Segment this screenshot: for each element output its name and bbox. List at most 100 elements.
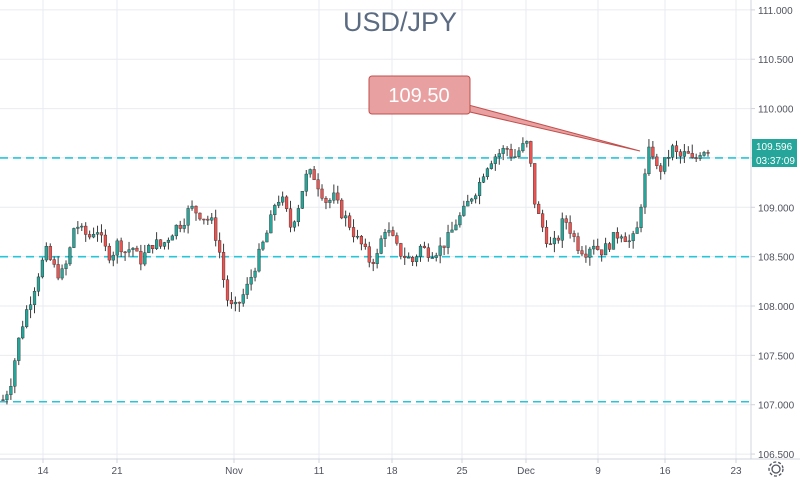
candle-body	[269, 214, 273, 234]
candle-body	[533, 163, 537, 205]
candle-body	[245, 283, 249, 295]
candle-body	[292, 221, 297, 228]
candle-body	[202, 218, 206, 221]
y-tick-label: 108.500	[758, 253, 795, 264]
candle-body	[44, 246, 48, 261]
candle-body	[265, 232, 269, 243]
candle-body	[600, 249, 604, 256]
y-tick-label: 106.500	[758, 450, 795, 461]
candle-body	[694, 157, 698, 159]
candle-body	[158, 239, 163, 247]
candle-body	[698, 155, 702, 159]
candle-body	[257, 248, 261, 272]
candle-body	[414, 256, 419, 262]
y-tick-label: 107.500	[758, 351, 795, 362]
candle-body	[442, 245, 446, 248]
candle-body	[647, 146, 651, 175]
candle-body	[548, 243, 553, 245]
candle-body	[273, 205, 277, 216]
candle-body	[241, 294, 245, 304]
candle-body	[387, 230, 391, 233]
candle-body	[391, 230, 395, 236]
price-callout: 109.50	[368, 75, 641, 152]
candle-body	[344, 215, 348, 219]
candle-body	[304, 173, 308, 192]
candle-body	[127, 249, 131, 253]
candle-body	[300, 191, 304, 209]
candle-body	[9, 386, 13, 395]
x-tick-label: 14	[37, 466, 49, 477]
x-tick-label: 21	[111, 466, 123, 477]
candle-body	[95, 232, 100, 235]
candle-body	[517, 150, 521, 157]
candle-body	[454, 224, 458, 231]
candle-body	[446, 232, 450, 248]
candle-body	[603, 243, 608, 256]
candle-body	[359, 235, 364, 245]
candle-body	[643, 173, 647, 208]
candle-body	[418, 245, 423, 257]
callout-label: 109.50	[388, 85, 449, 107]
candle-body	[107, 245, 111, 261]
candle-body	[340, 199, 344, 219]
candle-body	[143, 252, 147, 265]
candle-body	[403, 256, 407, 258]
candle-body	[99, 232, 104, 236]
candle-body	[320, 188, 324, 199]
x-tick-label: Dec	[517, 466, 535, 477]
candle-body	[155, 239, 159, 249]
candle-body	[225, 279, 230, 301]
candle-body	[131, 247, 135, 250]
candle-body	[663, 157, 667, 172]
candle-body	[481, 176, 486, 183]
candle-body	[584, 253, 588, 258]
x-tick-label: Nov	[225, 466, 243, 477]
candle-body	[174, 224, 178, 237]
candle-body	[284, 196, 289, 209]
candle-body	[655, 156, 659, 166]
candle-body	[639, 206, 643, 228]
candle-body	[261, 241, 265, 250]
last-price-label: 109.596	[756, 142, 793, 153]
x-tick-label: 25	[456, 466, 468, 477]
candle-body	[52, 259, 56, 265]
candle-body	[670, 145, 675, 158]
candle-body	[540, 213, 545, 228]
candle-body	[497, 153, 501, 158]
x-tick-label: 16	[659, 466, 671, 477]
candle-body	[537, 203, 541, 214]
candle-body	[477, 182, 482, 196]
candle-body	[80, 225, 84, 228]
candle-body	[88, 234, 92, 238]
candle-body	[36, 276, 41, 292]
candle-body	[529, 141, 533, 164]
horizontal-levels	[0, 157, 751, 403]
candle-body	[450, 229, 454, 233]
candle-body	[32, 291, 37, 305]
candle-body	[552, 237, 556, 245]
candle-body	[474, 195, 478, 200]
candle-body	[615, 232, 620, 239]
candle-body	[588, 248, 592, 258]
last-price-tag: 109.596	[752, 139, 797, 153]
candle-body	[21, 326, 25, 339]
candle-body	[123, 251, 127, 254]
candle-body	[288, 208, 293, 228]
candle-body	[103, 234, 108, 247]
candle-body	[5, 394, 9, 401]
candle-body	[489, 163, 493, 169]
candle-body	[521, 143, 525, 152]
candle-body	[281, 196, 285, 203]
candle-body	[68, 247, 72, 265]
candle-body	[493, 156, 497, 164]
candle-body	[623, 236, 627, 242]
candle-body	[17, 337, 21, 361]
candle-body	[706, 152, 710, 154]
countdown-label: 03:37:09	[756, 156, 795, 167]
settings-gear-icon[interactable]	[768, 461, 784, 477]
candle-body	[627, 240, 631, 243]
countdown-tag: 03:37:09	[752, 153, 797, 167]
candle-body	[611, 232, 616, 250]
